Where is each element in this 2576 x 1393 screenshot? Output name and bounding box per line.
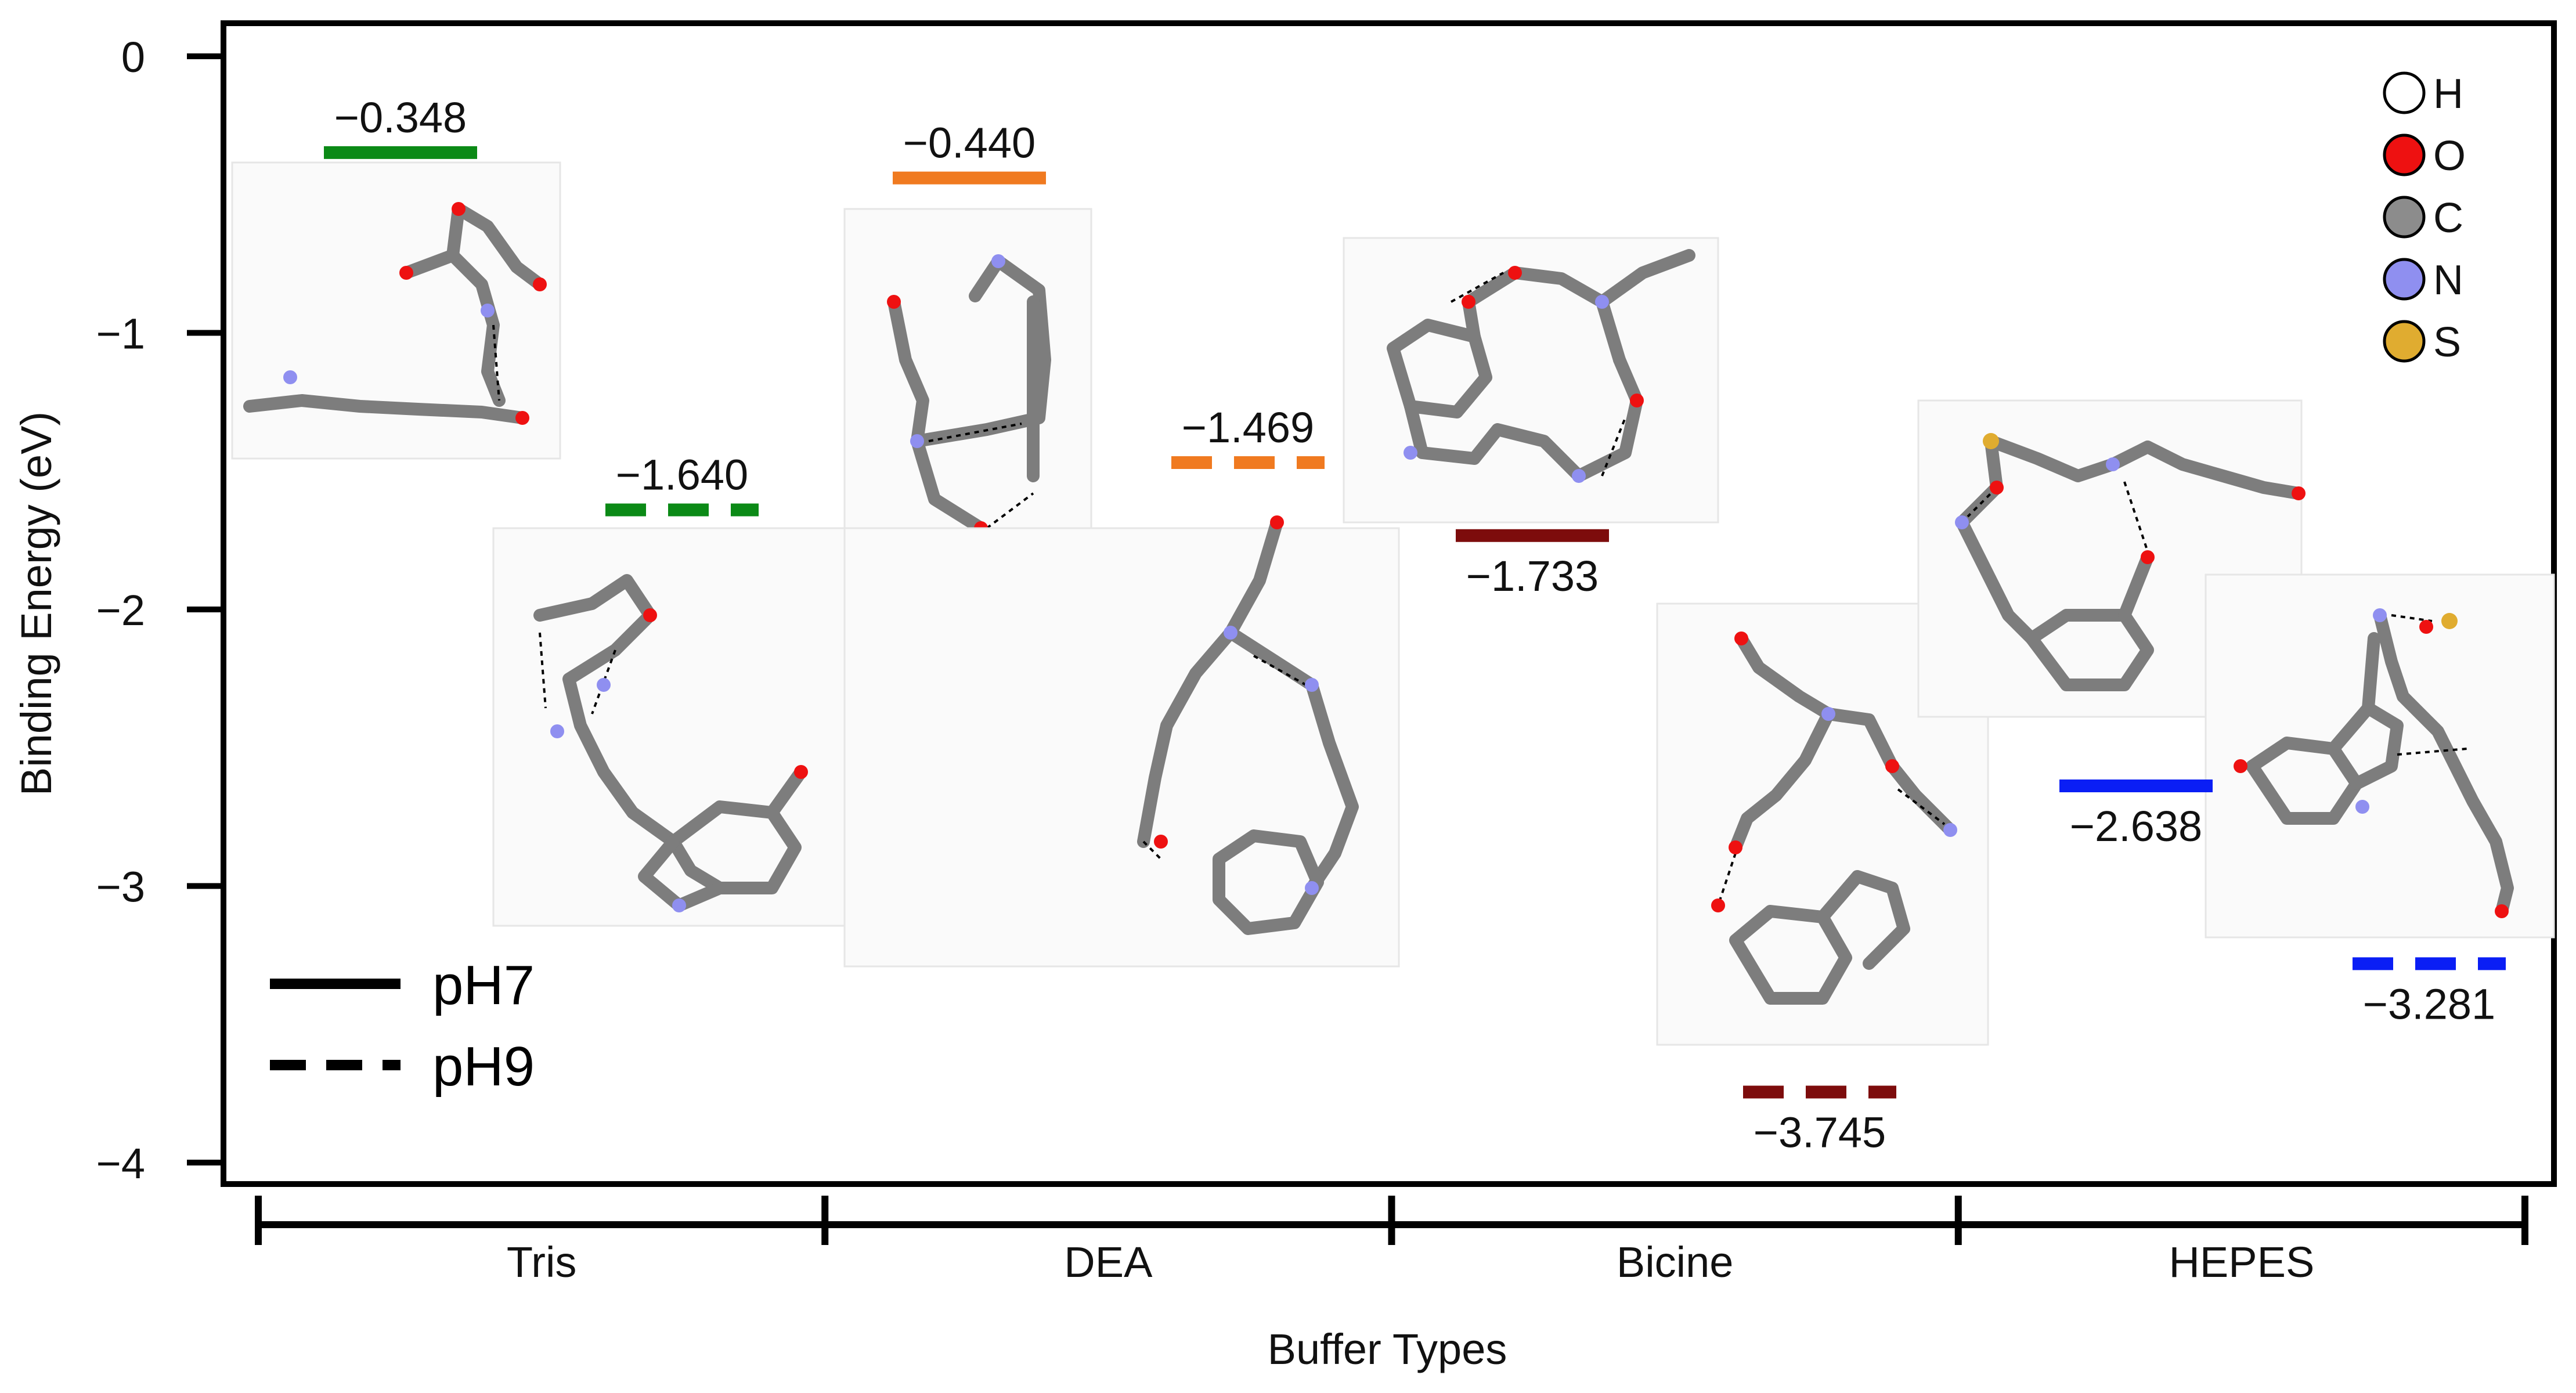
atom-h-label: H xyxy=(2433,71,2463,117)
atom-o-label: O xyxy=(2433,133,2466,179)
value-label-dea-ph9: −1.469 xyxy=(1182,403,1314,452)
x-axis: Tris DEA Bicine HEPES xyxy=(255,1196,2528,1286)
molecule-hepes-ph7 xyxy=(1917,399,2306,718)
molecule-bicine-ph7 xyxy=(1343,237,1719,524)
y-tick-label: −4 xyxy=(96,1139,145,1188)
atom-o-swatch xyxy=(2383,133,2426,176)
value-label-dea-ph7: −0.440 xyxy=(903,119,1036,167)
atom-s-label: S xyxy=(2433,319,2461,366)
atom-n-swatch xyxy=(2383,258,2426,301)
molecule-hepes-ph9 xyxy=(2205,573,2555,939)
x-tick-label-hepes: HEPES xyxy=(2169,1238,2314,1286)
legend-ph9-label: pH9 xyxy=(432,1035,535,1098)
x-tick-label-tris: Tris xyxy=(507,1238,577,1286)
x-tick-label-bicine: Bicine xyxy=(1617,1238,1734,1286)
molecule-bicine-ph9 xyxy=(1656,602,1989,1046)
atom-s-swatch xyxy=(2383,320,2426,363)
y-tick-label: 0 xyxy=(121,33,145,81)
value-label-bicine-ph9: −3.745 xyxy=(1754,1108,1886,1156)
atom-h-swatch xyxy=(2383,71,2426,114)
y-axis-label: Binding Energy (eV) xyxy=(12,412,60,796)
y-axis-ticks: 0 −1 −2 −3 −4 xyxy=(96,33,223,1188)
molecule-structures xyxy=(231,161,2555,1046)
atom-c-label: C xyxy=(2433,195,2463,241)
atom-c-swatch xyxy=(2383,196,2426,239)
molecule-dea-ph9 xyxy=(843,515,1400,968)
value-label-hepes-ph7: −2.638 xyxy=(2070,802,2202,850)
x-axis-label: Buffer Types xyxy=(1268,1325,1507,1373)
y-tick-label: −2 xyxy=(96,586,145,634)
molecule-tris-ph9 xyxy=(492,527,846,927)
value-label-hepes-ph9: −3.281 xyxy=(2363,980,2495,1028)
y-tick-label: −3 xyxy=(96,863,145,911)
linestyle-legend: pH7 pH9 xyxy=(270,954,535,1098)
molecule-tris-ph7 xyxy=(231,161,561,460)
value-label-tris-ph7: −0.348 xyxy=(334,93,467,142)
atom-n-label: N xyxy=(2433,257,2463,304)
molecule-dea-ph7 xyxy=(843,208,1092,579)
value-label-tris-ph9: −1.640 xyxy=(616,450,748,499)
y-tick-label: −1 xyxy=(96,310,145,358)
x-tick-label-dea: DEA xyxy=(1064,1238,1153,1286)
energy-levels: −0.348 −0.440 −1.733 −2.638 −1.640 −1.469 −3.7… xyxy=(324,93,2506,1156)
legend-ph7-label: pH7 xyxy=(432,954,535,1016)
value-label-bicine-ph7: −1.733 xyxy=(1466,552,1599,600)
